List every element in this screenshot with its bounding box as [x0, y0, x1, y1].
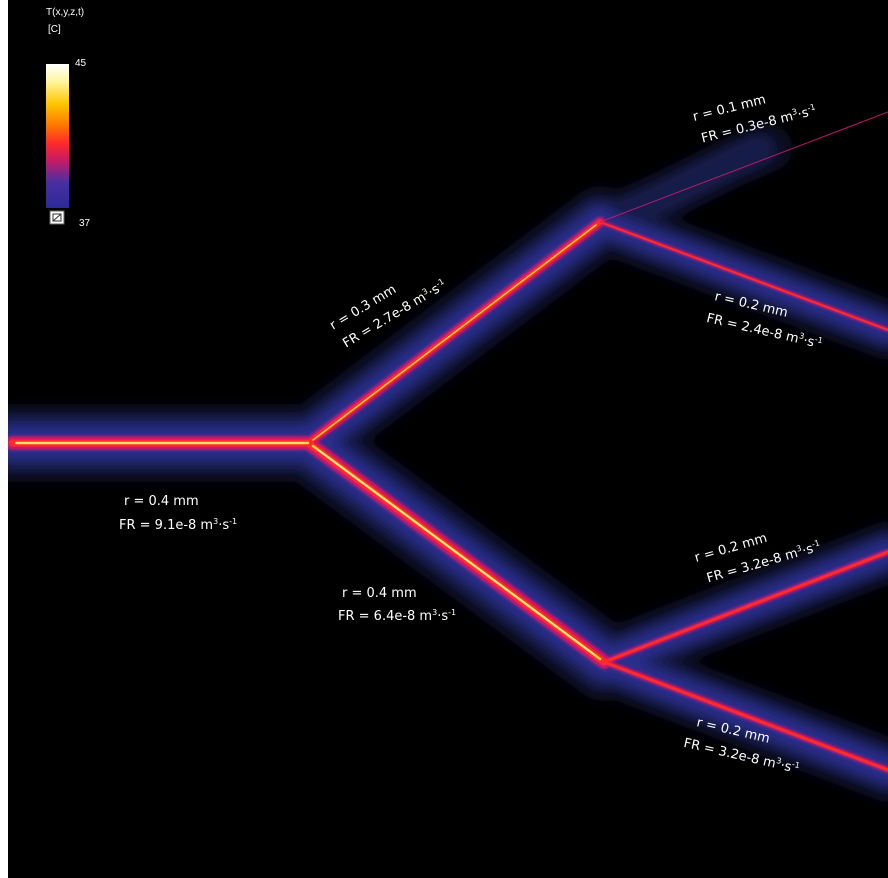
- legend-unit: [C]: [48, 24, 61, 35]
- colorbar-legend: T(x,y,z,t) [C] 45 37: [46, 7, 91, 229]
- label-lower: r = 0.4 mm FR = 6.4e-8 m3·s-1: [338, 586, 456, 624]
- white-line-lower: [317, 449, 595, 655]
- label-trunk-radius: r = 0.4 mm: [124, 494, 199, 509]
- legend-title: T(x,y,z,t): [46, 7, 84, 18]
- label-lower-radius: r = 0.4 mm: [342, 586, 417, 601]
- hot-line-upper: [312, 224, 597, 441]
- core-lowerbottom: [602, 660, 888, 772]
- core-lowertop: [602, 550, 888, 664]
- colorbar-min-label: 37: [79, 218, 91, 229]
- label-trunk-flow: FR = 9.1e-8 m3·s-1: [119, 517, 237, 533]
- core-upperbottom: [599, 221, 888, 331]
- colorbar: [46, 64, 69, 208]
- vessel-cores: [8, 111, 888, 773]
- colormap-range-icon[interactable]: [49, 210, 65, 225]
- label-lower-flow: FR = 6.4e-8 m3·s-1: [338, 608, 456, 624]
- core-uppertop: [599, 111, 888, 223]
- temperature-field-plot: T(x,y,z,t) [C] 45 37 r = 0.4 mm FR = 9.1…: [8, 0, 888, 878]
- label-trunk: r = 0.4 mm FR = 9.1e-8 m3·s-1: [119, 494, 237, 533]
- colorbar-max-label: 45: [75, 58, 87, 69]
